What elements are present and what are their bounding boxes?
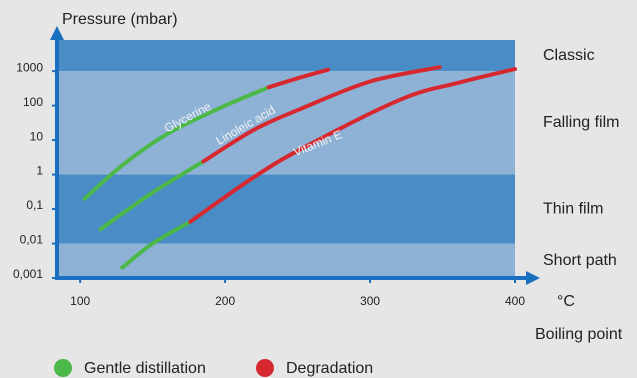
band bbox=[57, 174, 515, 244]
curve-degradation bbox=[201, 65, 442, 164]
y-axis-arrow bbox=[50, 26, 64, 40]
curve-gentle bbox=[120, 219, 193, 270]
y-tick-label: 0,001 bbox=[13, 267, 43, 281]
y-tick-label: 0,01 bbox=[20, 233, 44, 247]
y-tick-label: 100 bbox=[23, 95, 43, 109]
legend-swatch bbox=[256, 359, 274, 377]
band-label: Short path bbox=[543, 252, 617, 269]
legend-label: Gentle distillation bbox=[84, 360, 206, 377]
y-tick-label: 0,1 bbox=[26, 198, 43, 212]
curve-degradation bbox=[188, 67, 517, 224]
y-tick-label: 1 bbox=[36, 164, 43, 178]
band bbox=[57, 243, 515, 278]
band-label: Classic bbox=[543, 47, 595, 64]
band-label: Thin film bbox=[543, 200, 603, 217]
curve-gentle bbox=[82, 85, 271, 201]
x-axis-label: Boiling point bbox=[535, 326, 623, 343]
x-tick-label: 300 bbox=[360, 294, 380, 308]
x-unit: °C bbox=[557, 293, 575, 310]
legend-swatch bbox=[54, 359, 72, 377]
x-tick-label: 400 bbox=[505, 294, 525, 308]
band-label: Falling film bbox=[543, 114, 619, 131]
curve-degradation bbox=[266, 67, 331, 90]
y-tick-label: 10 bbox=[30, 129, 44, 143]
x-tick-label: 100 bbox=[70, 294, 90, 308]
band bbox=[57, 40, 515, 72]
x-axis-arrow bbox=[526, 271, 540, 285]
y-axis-label: Pressure (mbar) bbox=[62, 11, 178, 28]
x-tick-label: 200 bbox=[215, 294, 235, 308]
y-tick-label: 1000 bbox=[16, 60, 43, 74]
curve-gentle bbox=[98, 159, 206, 232]
legend-label: Degradation bbox=[286, 360, 373, 377]
